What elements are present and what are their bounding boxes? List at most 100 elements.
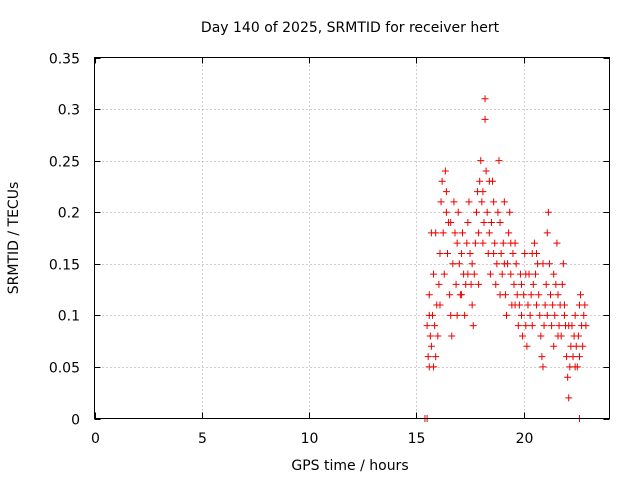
data-point: [490, 249, 498, 257]
data-point: [430, 270, 438, 278]
data-point: [440, 270, 448, 278]
data-point: [481, 115, 489, 123]
data-point: [521, 249, 529, 257]
x-axis-label: GPS time / hours: [291, 458, 408, 474]
data-point: [496, 219, 504, 227]
data-point: [553, 239, 561, 247]
data-point: [540, 322, 548, 330]
data-point: [545, 260, 553, 268]
data-point: [569, 353, 577, 361]
data-point: [485, 229, 493, 237]
data-point: [496, 291, 504, 299]
x-tick-label: 10: [301, 431, 319, 447]
data-point: [522, 322, 530, 330]
data-point: [480, 219, 488, 227]
data-point: [451, 229, 459, 237]
data-point: [533, 249, 541, 257]
data-point: [511, 301, 519, 309]
y-tick-label: 0.05: [49, 361, 80, 377]
data-point: [491, 239, 499, 247]
data-point: [526, 311, 534, 319]
data-point: [492, 280, 500, 288]
data-point: [464, 270, 472, 278]
data-point: [582, 322, 590, 330]
data-points: [421, 95, 590, 422]
data-point: [500, 260, 508, 268]
data-point: [470, 270, 478, 278]
data-point: [542, 280, 550, 288]
data-point: [471, 239, 479, 247]
data-point: [447, 219, 455, 227]
data-point: [531, 270, 539, 278]
data-point: [436, 301, 444, 309]
y-tick-label: 0.1: [58, 309, 80, 325]
data-point: [523, 342, 531, 350]
data-point: [463, 239, 471, 247]
data-point: [499, 239, 507, 247]
data-point: [490, 198, 498, 206]
data-point: [442, 208, 450, 216]
data-point: [478, 198, 486, 206]
data-point: [465, 198, 473, 206]
data-point: [500, 198, 508, 206]
axis-ticks: [94, 57, 610, 420]
x-tick-label: 5: [198, 431, 207, 447]
data-point: [513, 291, 521, 299]
data-point: [530, 239, 538, 247]
data-point: [437, 198, 445, 206]
y-tick-label: 0.3: [58, 103, 80, 119]
data-point: [479, 239, 487, 247]
data-point: [425, 311, 433, 319]
data-point: [552, 280, 560, 288]
data-point: [442, 188, 450, 196]
x-tick-labels: 0 5 10 15 20: [91, 431, 533, 447]
data-point: [467, 280, 475, 288]
data-point: [459, 229, 467, 237]
data-point: [477, 157, 485, 165]
data-point: [565, 394, 573, 402]
data-point: [424, 353, 432, 361]
data-point: [483, 208, 491, 216]
x-tick-label: 20: [516, 431, 534, 447]
data-point: [550, 270, 558, 278]
data-point: [574, 332, 582, 340]
data-point: [544, 208, 552, 216]
data-point: [439, 229, 447, 237]
data-point: [426, 332, 434, 340]
data-point: [472, 208, 480, 216]
data-point: [498, 270, 506, 278]
data-point: [506, 208, 514, 216]
data-point: [575, 353, 583, 361]
y-tick-labels: 0 0.05 0.1 0.15 0.2 0.25 0.3 0.35: [49, 52, 80, 429]
data-point: [479, 188, 487, 196]
data-point: [468, 260, 476, 268]
data-point: [493, 260, 501, 268]
plot-frame: [94, 57, 610, 419]
data-point: [453, 239, 461, 247]
data-point: [555, 322, 563, 330]
data-point: [454, 208, 462, 216]
data-point: [539, 260, 547, 268]
data-point: [449, 260, 457, 268]
data-point: [448, 332, 456, 340]
data-point: [497, 249, 505, 257]
data-point: [509, 249, 517, 257]
data-point: [518, 280, 526, 288]
data-point: [579, 342, 587, 350]
data-point: [533, 301, 541, 309]
data-point: [441, 167, 449, 175]
data-point: [455, 260, 463, 268]
data-point: [464, 219, 472, 227]
data-point: [522, 270, 530, 278]
data-point: [505, 229, 513, 237]
data-point: [476, 177, 484, 185]
y-tick-label: 0.25: [49, 155, 80, 171]
data-point: [528, 322, 536, 330]
data-point: [565, 322, 573, 330]
data-point: [558, 280, 566, 288]
data-point: [538, 353, 546, 361]
data-point: [431, 322, 439, 330]
y-tick-label: 0.35: [49, 52, 80, 68]
data-point: [450, 198, 458, 206]
